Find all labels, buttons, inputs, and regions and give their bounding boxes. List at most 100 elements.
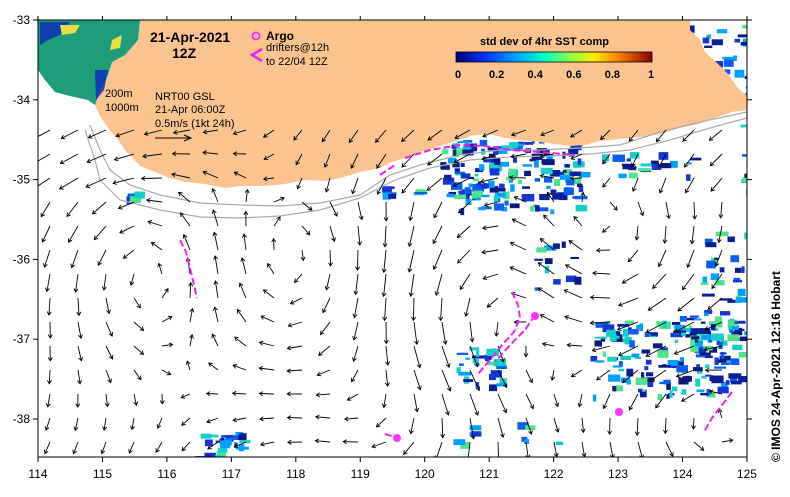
sst-cell — [728, 237, 735, 243]
sst-cell — [469, 183, 473, 187]
current-arrow-head — [34, 160, 38, 164]
sst-cell — [220, 444, 230, 448]
sst-cell — [530, 206, 534, 212]
credit-text: © IMOS 24-Apr-2021 12:16 Hobart — [769, 271, 783, 462]
sst-cell — [695, 379, 700, 387]
sst-cell — [489, 374, 496, 380]
sst-cell — [728, 326, 732, 330]
longitude-tick-label: 119 — [351, 467, 370, 481]
sst-cell — [705, 375, 711, 377]
sst-cell — [488, 181, 494, 188]
sst-cell — [706, 35, 711, 37]
sst-cell — [553, 279, 561, 285]
sst-cell — [629, 173, 638, 179]
sst-cell — [735, 321, 746, 323]
sst-cell — [218, 448, 227, 453]
isobath-200m-label: 200m — [105, 88, 133, 100]
sst-cell — [730, 358, 739, 365]
sst-cell — [465, 187, 471, 194]
sst-cell — [693, 367, 703, 371]
sst-cell — [457, 141, 468, 143]
latitude-tick-label: -33 — [13, 13, 31, 27]
sst-cell — [741, 42, 752, 46]
sst-cell — [701, 335, 711, 340]
sst-cell — [680, 316, 687, 322]
sst-cell — [742, 154, 747, 157]
sst-cell — [700, 353, 711, 356]
sst-cell — [560, 175, 571, 180]
colorbar — [456, 52, 652, 62]
current-arrow-shaft — [498, 442, 499, 461]
sst-cell — [690, 316, 699, 318]
sst-cell — [712, 39, 723, 45]
sst-cell — [627, 158, 631, 161]
longitude-tick-label: 122 — [544, 467, 564, 481]
sst-cell — [554, 179, 560, 186]
sst-cell — [657, 350, 668, 358]
sst-cell — [658, 365, 670, 368]
sst-cell — [494, 203, 504, 210]
sst-cell — [740, 337, 747, 342]
sst-cell — [741, 329, 745, 331]
sst-cell — [564, 164, 570, 168]
sst-cell — [209, 435, 218, 438]
sst-cell — [697, 390, 705, 393]
sst-cell — [499, 184, 505, 189]
sst-cell — [216, 457, 222, 464]
sst-cell — [720, 267, 725, 272]
current-arrow-shaft — [330, 250, 331, 266]
sst-cell — [728, 373, 741, 378]
argo-float-marker — [531, 312, 539, 320]
sst-cell — [205, 440, 213, 447]
sst-cell — [481, 183, 489, 188]
sst-cell — [739, 352, 752, 358]
sst-cell — [546, 186, 550, 189]
sst-cell — [579, 186, 584, 192]
sst-cell — [659, 382, 670, 384]
sst-cell — [627, 380, 631, 384]
sst-cell — [661, 163, 671, 168]
argo-float-marker — [615, 408, 623, 416]
sst-cell — [612, 336, 620, 339]
current-arrow-head — [497, 457, 501, 460]
sst-cell — [564, 188, 574, 196]
sst-cell — [595, 340, 603, 346]
sst-cell — [382, 186, 392, 192]
sst-cell — [705, 365, 709, 369]
sst-cell — [646, 360, 652, 365]
sst-cell — [522, 194, 535, 201]
latitude-tick-label: -35 — [13, 173, 31, 187]
current-arrow-shaft — [142, 178, 162, 179]
sst-cell — [238, 435, 246, 440]
sst-cell — [524, 171, 531, 176]
isobath-1000m-label: 1000m — [105, 102, 139, 114]
sst-cell — [711, 273, 719, 280]
sst-cell — [718, 387, 729, 394]
sst-cell — [616, 385, 623, 391]
sst-cell — [444, 175, 451, 180]
sst-cell — [700, 393, 708, 396]
sst-cell — [474, 191, 483, 195]
sst-cell — [518, 180, 522, 184]
argo-legend-label: Argo — [266, 29, 294, 43]
sst-cell — [535, 205, 540, 212]
sst-cell — [453, 439, 465, 445]
sst-cell — [745, 76, 748, 79]
sst-cell — [644, 366, 648, 370]
sst-cell — [744, 331, 754, 335]
sst-cell — [744, 174, 756, 178]
current-arrow-shaft — [259, 394, 274, 395]
sst-cell — [466, 199, 472, 205]
sst-cell — [727, 300, 735, 303]
sst-cell — [730, 255, 739, 262]
colorbar-tick-label: 0 — [455, 69, 461, 81]
sst-cell — [595, 337, 607, 339]
sst-cell — [550, 209, 554, 214]
sst-cell — [738, 289, 746, 296]
sst-cell — [603, 351, 606, 357]
sst-cell — [563, 170, 567, 173]
current-arrow-shaft — [288, 418, 303, 419]
sst-cell — [638, 168, 651, 171]
sst-cell — [658, 394, 663, 400]
sst-cell — [690, 158, 701, 161]
